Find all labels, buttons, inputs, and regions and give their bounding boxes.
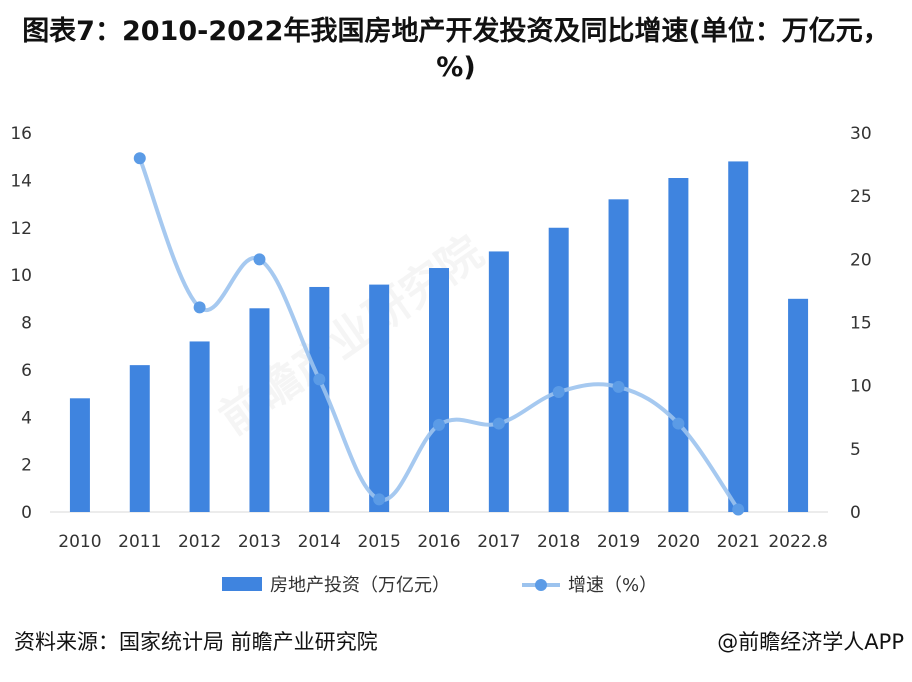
x-tick-label: 2019: [597, 532, 640, 552]
y-left-tick-label: 16: [10, 124, 32, 144]
y-right-tick-label: 25: [850, 187, 872, 207]
x-tick-label: 2015: [358, 532, 401, 552]
y-left-tick-label: 14: [10, 171, 32, 191]
y-left-tick-label: 2: [21, 456, 32, 476]
x-tick-label: 2018: [537, 532, 580, 552]
bar: [129, 365, 150, 512]
bar: [249, 308, 270, 512]
legend-bar-swatch: [222, 577, 262, 591]
credit-text: @前瞻经济学人APP: [717, 630, 904, 654]
y-left-tick-label: 4: [21, 408, 32, 428]
x-tick-label: 2012: [178, 532, 221, 552]
y-left-tick-label: 6: [21, 361, 32, 381]
bar: [69, 398, 90, 512]
y-left-tick-label: 12: [10, 219, 32, 239]
growth-line: [137, 156, 741, 512]
growth-point: [253, 253, 266, 266]
bar: [429, 268, 449, 512]
legend-line-label: 增速（%）: [568, 575, 657, 596]
source-text: 资料来源：国家统计局 前瞻产业研究院: [14, 630, 378, 654]
x-tick-label: 2014: [298, 532, 341, 552]
growth-point: [612, 380, 625, 393]
growth-point: [133, 152, 146, 165]
bar: [189, 341, 210, 512]
y-left-tick-label: 8: [21, 314, 32, 334]
growth-point: [193, 301, 206, 314]
growth-point: [732, 503, 745, 516]
y-right-tick-label: 30: [850, 124, 872, 144]
x-tick-label: 2021: [717, 532, 760, 552]
growth-point: [672, 417, 685, 430]
growth-point: [313, 373, 326, 386]
x-tick-label: 2011: [118, 532, 161, 552]
chart-title: 图表7：2010-2022年我国房地产开发投资及同比增速(单位：万亿元，%): [22, 16, 890, 83]
y-left-tick-label: 10: [10, 266, 32, 286]
y-right-tick-label: 0: [850, 503, 861, 523]
bar: [488, 251, 509, 512]
bar: [309, 286, 330, 512]
x-tick-label: 2022.8: [768, 532, 827, 552]
bar: [728, 161, 749, 513]
growth-point: [373, 493, 386, 506]
y-right-tick-label: 15: [850, 314, 872, 334]
bar: [369, 284, 390, 512]
legend-bar-label: 房地产投资（万亿元）: [270, 575, 450, 596]
bar: [788, 298, 809, 512]
bar: [548, 227, 569, 512]
bar: [608, 199, 629, 512]
x-tick-label: 2013: [238, 532, 281, 552]
bar: [668, 178, 689, 512]
x-tick-label: 2020: [657, 532, 700, 552]
x-tick-label: 2016: [417, 532, 460, 552]
x-tick-label: 2017: [477, 532, 520, 552]
growth-point: [492, 417, 505, 430]
growth-point: [552, 385, 565, 398]
x-tick-label: 2010: [58, 532, 101, 552]
growth-point: [433, 418, 445, 431]
legend-line-marker: [535, 579, 547, 591]
y-right-tick-label: 5: [850, 440, 861, 460]
y-right-tick-label: 10: [850, 377, 872, 397]
y-right-tick-label: 20: [850, 250, 872, 270]
y-left-tick-label: 0: [21, 503, 32, 523]
